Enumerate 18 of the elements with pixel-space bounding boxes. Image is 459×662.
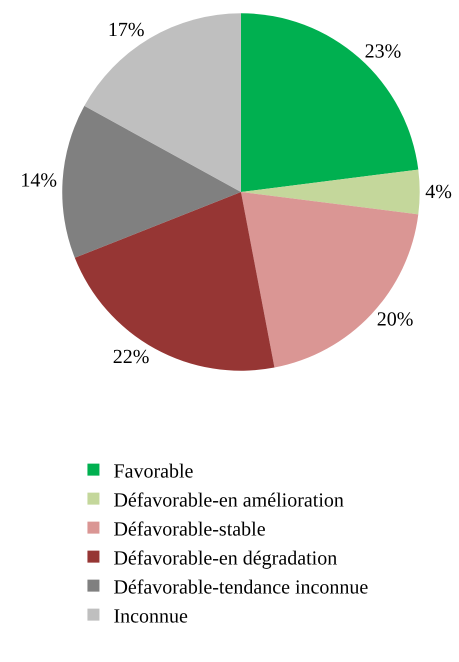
legend-label: Favorable bbox=[113, 460, 194, 482]
pie-slice bbox=[240, 170, 420, 214]
data-label: 4% bbox=[425, 180, 452, 203]
data-label: 17% bbox=[108, 18, 144, 41]
data-label: 22% bbox=[112, 346, 150, 368]
pie-slice bbox=[84, 13, 241, 192]
pie-slice bbox=[240, 192, 418, 368]
legend-label: Défavorable-tendance inconnue bbox=[113, 576, 368, 598]
pie-slice bbox=[74, 192, 274, 370]
data-label: 14% bbox=[20, 170, 58, 192]
pie-slice bbox=[62, 106, 241, 258]
legend-label: Inconnue bbox=[113, 605, 188, 628]
data-label: 23% bbox=[364, 40, 402, 63]
legend-label: Défavorable-en dégradation bbox=[113, 547, 338, 570]
legend-label: Défavorable-en amélioration bbox=[113, 489, 344, 512]
data-label: 20% bbox=[376, 308, 414, 330]
legend-label: Défavorable-stable bbox=[113, 518, 266, 540]
pie-slice bbox=[240, 13, 418, 192]
